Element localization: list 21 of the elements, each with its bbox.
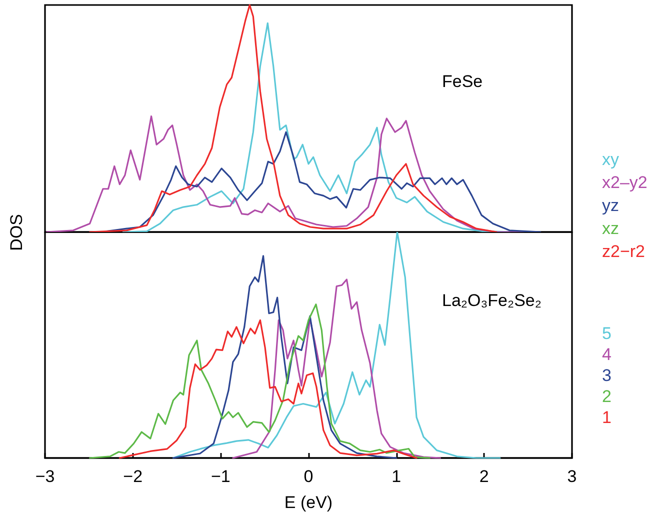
x-tick-label: 1 [392,467,402,486]
text: yz [602,196,619,215]
x-tick-label: −1 [210,467,230,486]
x-tick-label: 2 [479,467,489,486]
text: 1 [602,408,612,427]
text: z2−r2 [602,242,645,261]
text: FeSe [442,72,483,91]
x-axis-title: E (eV) [284,493,333,512]
text: 2 [602,387,612,406]
text: 4 [602,345,612,364]
y-axis-title: DOS [7,214,26,251]
text: 5 [602,324,612,343]
legend-label: xz [602,219,619,238]
x-tick-label: −2 [123,467,143,486]
x-tick-label: 0 [304,467,314,486]
x-tick-label: −3 [35,467,55,486]
text: xy [602,150,620,169]
text: La₂O₃Fe₂Se₂ [442,291,542,310]
text: x2–y2 [602,173,648,192]
text: 3 [602,366,612,385]
x-tick-label: 3 [567,467,577,486]
